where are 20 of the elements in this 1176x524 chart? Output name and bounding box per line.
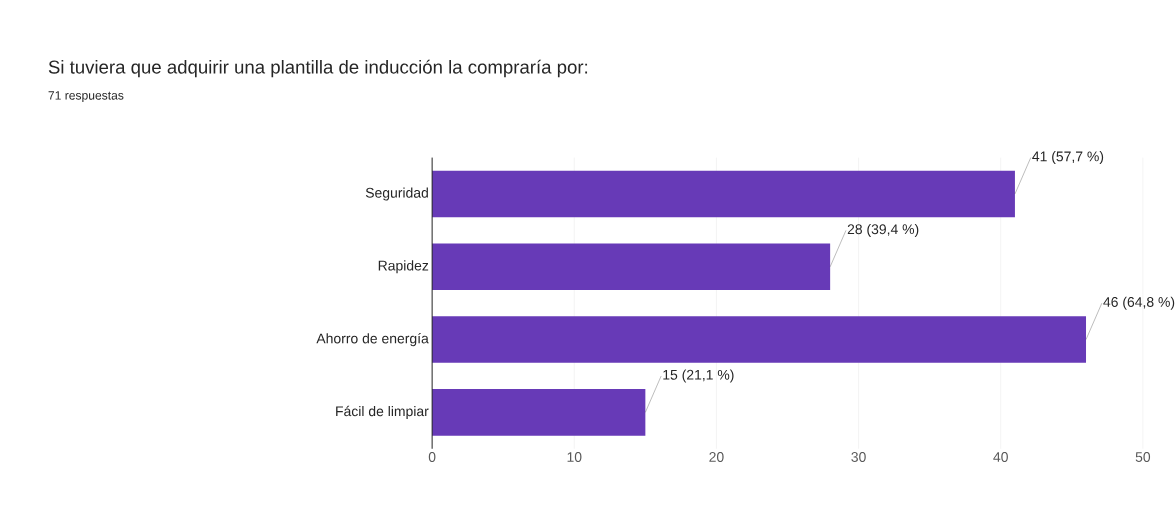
y-tick-label: Seguridad: [365, 187, 428, 201]
y-tick-label: Fácil de limpiar: [336, 405, 429, 420]
x-tick-label: 10: [567, 452, 582, 463]
bar: [432, 316, 1087, 363]
bar: [432, 389, 646, 436]
text: 71 respuestas: [48, 91, 124, 103]
y-tick-label: Ahorro de energía: [316, 333, 429, 347]
data-label: 41 (57,7 %): [1032, 151, 1104, 165]
data-label: 46 (64,8 %): [1103, 296, 1175, 310]
bar: [432, 170, 1015, 218]
data-label: 15 (21,1 %): [663, 369, 734, 383]
y-tick-label: Rapidez: [378, 260, 429, 274]
bar: [432, 243, 831, 291]
chart-title: Si tuviera que adquirir una plantilla de inducción la compraría por:: [48, 59, 588, 78]
x-tick-label: 0: [428, 452, 436, 463]
x-tick-label: 20: [709, 452, 724, 463]
x-tick-label: 50: [1135, 452, 1151, 463]
x-tick-label: 40: [993, 452, 1008, 463]
data-label: 28 (39,4 %): [847, 224, 919, 238]
x-tick-label: 30: [851, 452, 866, 463]
